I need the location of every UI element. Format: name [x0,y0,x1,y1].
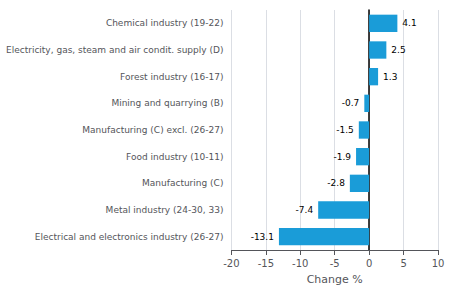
svg-text:-2.8: -2.8 [327,178,345,188]
svg-text:4.1: 4.1 [402,18,416,28]
svg-text:-7.4: -7.4 [296,205,314,215]
svg-text:Mining and quarrying (B): Mining and quarrying (B) [111,98,223,108]
svg-text:Electrical and electronics ind: Electrical and electronics industry (26-… [35,232,224,242]
svg-text:1.3: 1.3 [383,72,397,82]
svg-text:Electricity, gas, steam and ai: Electricity, gas, steam and air condit. … [6,45,223,55]
svg-text:-1.5: -1.5 [336,125,354,135]
svg-text:-20: -20 [223,258,239,269]
svg-text:5: 5 [400,258,406,269]
svg-text:Change %: Change % [307,273,363,286]
svg-text:-5: -5 [330,258,340,269]
svg-text:Manufacturing (C): Manufacturing (C) [142,178,223,188]
svg-text:-1.9: -1.9 [333,152,351,162]
svg-text:-10: -10 [292,258,308,269]
svg-text:Forest industry (16-17): Forest industry (16-17) [120,72,223,82]
svg-text:10: 10 [432,258,445,269]
svg-text:Metal industry (24-30, 33): Metal industry (24-30, 33) [106,205,224,215]
svg-text:Manufacturing (C) excl. (26-27: Manufacturing (C) excl. (26-27) [82,125,223,135]
svg-text:0: 0 [366,258,372,269]
svg-text:-0.7: -0.7 [342,98,360,108]
svg-text:-15: -15 [258,258,274,269]
svg-text:2.5: 2.5 [391,45,405,55]
svg-text:Chemical industry (19-22): Chemical industry (19-22) [106,18,224,28]
svg-text:-13.1: -13.1 [251,232,274,242]
svg-text:Food industry (10-11): Food industry (10-11) [126,152,223,162]
